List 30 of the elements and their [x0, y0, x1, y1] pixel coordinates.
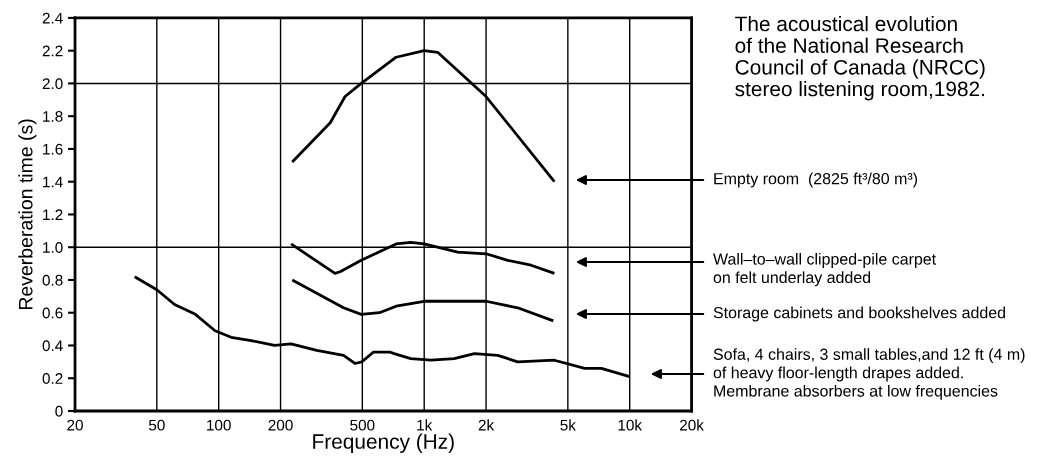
x-tick-label: 500 [350, 419, 375, 431]
x-tick-label: 2k [478, 419, 495, 431]
y-tick-label: 1.2 [43, 209, 63, 220]
y-tick-label: 2.0 [42, 78, 63, 90]
y-tick-label: 1.8 [43, 111, 63, 122]
x-tick-label: 10k [618, 419, 643, 431]
x-tick-label: 50 [148, 419, 165, 431]
text: The acoustical evolution of the National Research Council of Canada (NRCC) stereo listening room,1982. [735, 15, 985, 101]
y-tick-label: 0 [55, 405, 63, 417]
y-tick-label: 0.4 [42, 340, 63, 352]
y-tick-label: 0.8 [42, 274, 63, 286]
x-tick-label: 5k [560, 419, 576, 431]
y-axis-title: Reverberation time (s) [18, 119, 37, 310]
x-tick-label: 20k [680, 419, 704, 431]
x-tick-label: 200 [268, 419, 293, 431]
x-tick-label: 1k [417, 419, 433, 431]
x-axis-title: Frequency (Hz) [313, 433, 454, 453]
y-tick-label: 1.6 [43, 143, 63, 155]
x-tick-label: 20 [67, 419, 83, 431]
y-tick-label: 2.2 [42, 45, 63, 57]
y-tick-label: 2.4 [42, 12, 63, 24]
y-tick-label: 0.6 [42, 307, 63, 319]
y-tick-label: 0.2 [42, 373, 63, 384]
text: Sofa, 4 chairs, 3 small tables,and 12 ft (4 m) of heavy floor-length drapes added. Membrane absorbers at low frequencies [713, 348, 1025, 400]
text: Storage cabinets and bookshelves added [713, 306, 1006, 322]
x-tick-label: 100 [207, 419, 231, 431]
text: Empty room (2825 ft³/80 m³) [714, 172, 918, 188]
y-tick-label: 1.4 [43, 176, 63, 188]
text: Wall–to–wall clipped-pile carpet on felt underlay added [713, 253, 936, 287]
y-tick-label: 1.0 [43, 242, 63, 253]
